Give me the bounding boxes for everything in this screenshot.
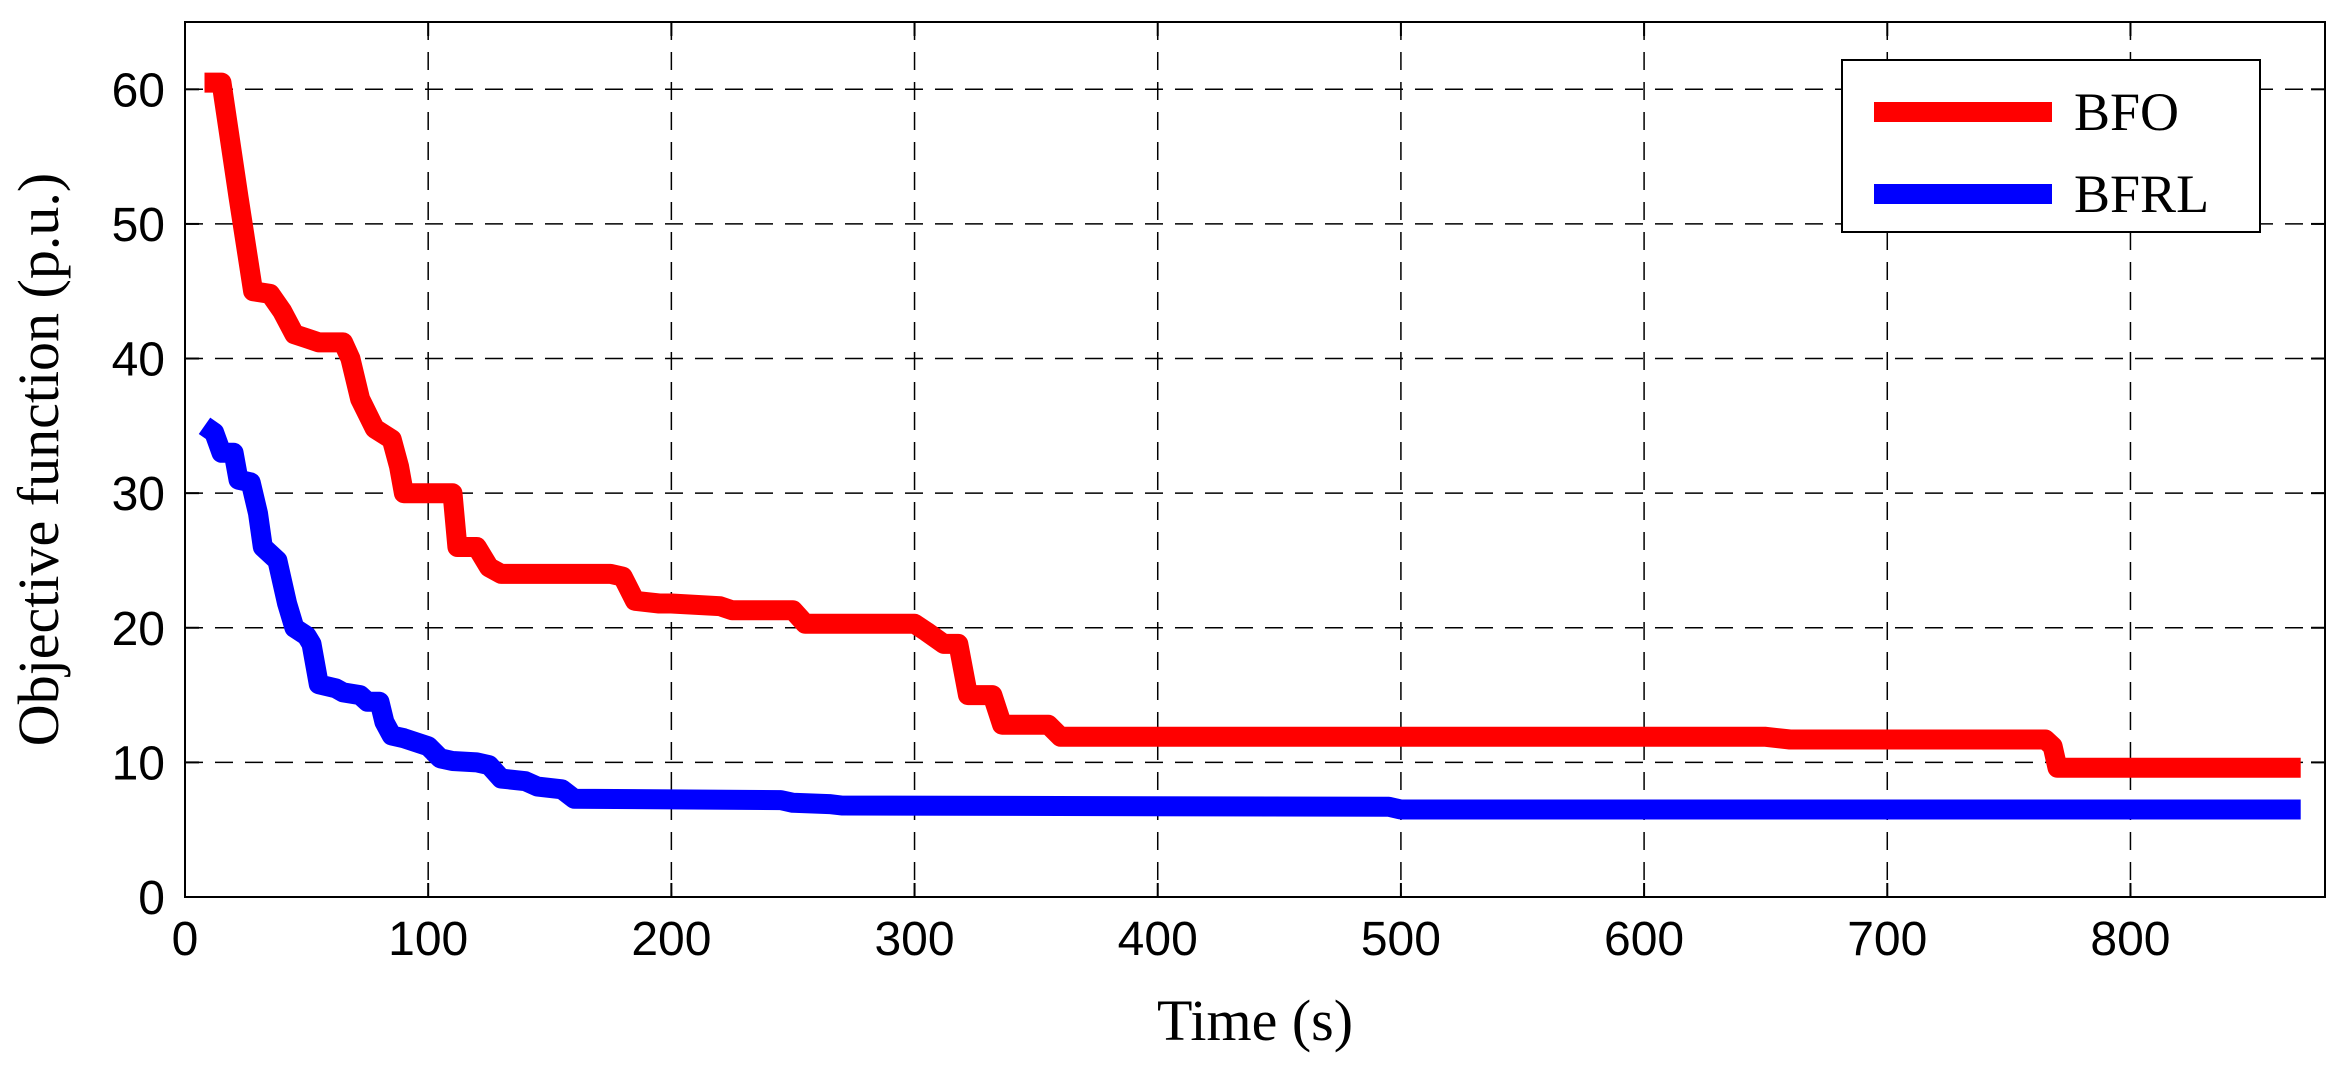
x-tick-label: 500: [1361, 913, 1441, 966]
x-tick-label: 800: [2090, 913, 2170, 966]
series-line-bfrl: [198, 417, 2301, 820]
x-tick-label: 100: [388, 913, 468, 966]
tick-labels: 0 100 200 300 400 500 600 700 800 0 10 20 30 40 50 60: [112, 64, 2171, 966]
series-layer: [198, 72, 2301, 820]
series-line-bfo: [204, 72, 2301, 778]
x-tick-label: 400: [1118, 913, 1198, 966]
y-tick-label: 10: [112, 737, 165, 790]
legend: BFO BFRL: [1841, 59, 2261, 233]
x-tick-label: 0: [172, 913, 199, 966]
y-tick-label: 0: [138, 872, 165, 925]
y-tick-label: 30: [112, 468, 165, 521]
x-tick-label: 300: [874, 913, 954, 966]
y-axis-label: Objective function (p.u.): [6, 173, 71, 746]
x-tick-label: 600: [1604, 913, 1684, 966]
tick-marks: [184, 22, 2325, 898]
x-axis-label: Time (s): [1157, 988, 1353, 1053]
y-tick-label: 40: [112, 334, 165, 387]
legend-label-bfo: BFO: [2074, 82, 2179, 142]
y-tick-label: 60: [112, 64, 165, 117]
y-tick-label: 50: [112, 199, 165, 252]
legend-label-bfrl: BFRL: [2074, 164, 2209, 224]
x-tick-label: 700: [1847, 913, 1927, 966]
x-tick-label: 200: [631, 913, 711, 966]
y-tick-label: 20: [112, 603, 165, 656]
plot-frame: [184, 21, 2326, 898]
